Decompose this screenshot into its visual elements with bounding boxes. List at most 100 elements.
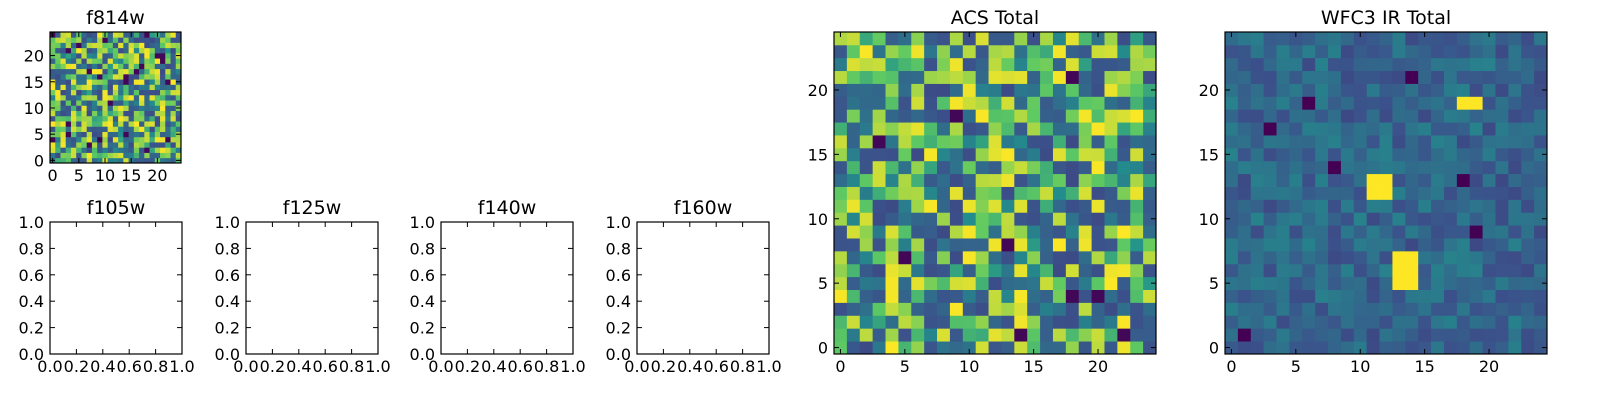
heatmap-cell bbox=[81, 47, 88, 54]
heatmap-cell bbox=[1340, 44, 1355, 59]
heatmap-cell bbox=[139, 94, 145, 101]
heatmap-cell bbox=[86, 131, 93, 138]
heatmap-cell bbox=[1078, 173, 1092, 187]
heatmap-cell bbox=[55, 115, 61, 122]
heatmap-cell bbox=[60, 157, 67, 164]
heatmap-cell bbox=[962, 109, 977, 123]
heatmap-cell bbox=[1263, 122, 1277, 136]
heatmap-cell bbox=[988, 96, 1002, 110]
heatmap-cell bbox=[144, 47, 150, 54]
x-tick-label: 0.8 bbox=[730, 357, 755, 376]
heatmap-cell bbox=[149, 105, 156, 111]
heatmap-cell bbox=[165, 105, 171, 111]
heatmap-cell bbox=[1040, 263, 1054, 278]
heatmap-cell bbox=[81, 110, 88, 117]
heatmap-cell bbox=[924, 96, 938, 110]
heatmap-cell bbox=[1065, 173, 1080, 187]
heatmap-cell bbox=[50, 63, 56, 70]
heatmap-cell bbox=[1469, 83, 1483, 97]
heatmap-cell bbox=[924, 44, 938, 59]
heatmap-cell bbox=[859, 199, 874, 213]
heatmap-cell bbox=[160, 68, 166, 75]
heatmap-cell bbox=[924, 160, 938, 175]
heatmap-cell bbox=[50, 121, 56, 127]
heatmap-cell bbox=[70, 73, 77, 80]
panel-f125w: f125w 0.0 0.2 0.4 0.6 0.8 1.00.00.20.40.60.81… bbox=[215, 197, 391, 376]
heatmap-cell bbox=[1405, 135, 1419, 149]
heatmap-cell bbox=[128, 42, 135, 49]
heatmap-cell bbox=[885, 289, 899, 303]
heatmap-cell bbox=[1078, 96, 1092, 110]
heatmap-cell bbox=[1353, 328, 1368, 342]
heatmap-cell bbox=[1040, 238, 1054, 252]
heatmap-cell bbox=[1340, 328, 1355, 342]
heatmap-cell bbox=[1469, 328, 1483, 342]
heatmap-cell bbox=[962, 57, 977, 72]
heatmap-cell bbox=[1405, 341, 1419, 355]
heatmap-cell bbox=[107, 73, 114, 80]
heatmap-cell bbox=[1534, 122, 1548, 136]
heatmap-cell bbox=[872, 250, 886, 265]
heatmap-cell bbox=[1263, 160, 1277, 175]
heatmap-cell bbox=[962, 199, 977, 213]
heatmap-cell bbox=[1353, 173, 1368, 187]
heatmap-cell bbox=[149, 110, 156, 117]
heatmap-cell bbox=[846, 135, 861, 149]
heatmap-cell bbox=[1250, 315, 1265, 329]
heatmap-cell bbox=[55, 110, 61, 117]
heatmap-cell bbox=[154, 121, 161, 127]
heatmap-cell bbox=[149, 73, 156, 80]
heatmap-cell bbox=[70, 100, 77, 106]
heatmap-cell bbox=[1276, 225, 1290, 239]
heatmap-cell bbox=[1508, 44, 1522, 59]
heatmap-cell bbox=[97, 147, 103, 153]
heatmap-cell bbox=[86, 126, 93, 132]
heatmap-cell bbox=[170, 110, 177, 117]
heatmap-cell bbox=[1052, 199, 1067, 213]
heatmap-cell bbox=[1508, 109, 1522, 123]
heatmap-cell bbox=[102, 152, 109, 159]
heatmap-cell bbox=[962, 250, 977, 265]
heatmap-cell bbox=[107, 89, 114, 96]
heatmap-cell bbox=[160, 79, 166, 85]
heatmap-cell bbox=[1078, 302, 1092, 316]
heatmap-cell bbox=[975, 263, 989, 278]
heatmap-cell bbox=[139, 131, 145, 138]
heatmap-cell bbox=[81, 52, 88, 59]
heatmap-cell bbox=[149, 89, 156, 96]
heatmap-cell bbox=[937, 109, 951, 123]
heatmap-cell bbox=[846, 57, 861, 72]
heatmap-cell bbox=[97, 89, 103, 96]
heatmap-cell bbox=[1366, 160, 1380, 175]
heatmap-cell bbox=[1130, 225, 1144, 239]
heatmap-cell bbox=[170, 37, 177, 43]
heatmap-cell bbox=[1418, 328, 1432, 342]
heatmap-cell bbox=[50, 126, 56, 132]
heatmap-cell bbox=[949, 289, 964, 303]
heatmap-cell bbox=[1091, 199, 1105, 213]
heatmap-cell bbox=[1040, 289, 1054, 303]
heatmap-cell bbox=[1052, 147, 1067, 162]
heatmap-cell bbox=[1534, 328, 1548, 342]
heatmap-cell bbox=[1143, 70, 1157, 84]
heatmap-cell bbox=[911, 263, 925, 278]
heatmap-cell bbox=[872, 238, 886, 252]
heatmap-cell bbox=[988, 44, 1002, 59]
heatmap-cell bbox=[911, 135, 925, 149]
heatmap-cell bbox=[898, 341, 912, 355]
heatmap-cell bbox=[1366, 302, 1380, 316]
heatmap-cell bbox=[1353, 341, 1368, 355]
heatmap-cell bbox=[1508, 122, 1522, 136]
heatmap-cell bbox=[144, 105, 150, 111]
heatmap-cell bbox=[846, 212, 861, 226]
heatmap-cell bbox=[97, 63, 103, 70]
heatmap-cell bbox=[133, 89, 140, 96]
heatmap-cell bbox=[1027, 122, 1041, 136]
heatmap-cell bbox=[55, 142, 61, 148]
y-tick-label: 0 bbox=[1209, 339, 1219, 358]
heatmap-cell bbox=[118, 142, 124, 148]
heatmap-cell bbox=[1027, 199, 1041, 213]
heatmap-cell bbox=[1052, 302, 1067, 316]
heatmap-cell bbox=[70, 47, 77, 54]
x-tick-label: 0.4 bbox=[481, 357, 506, 376]
